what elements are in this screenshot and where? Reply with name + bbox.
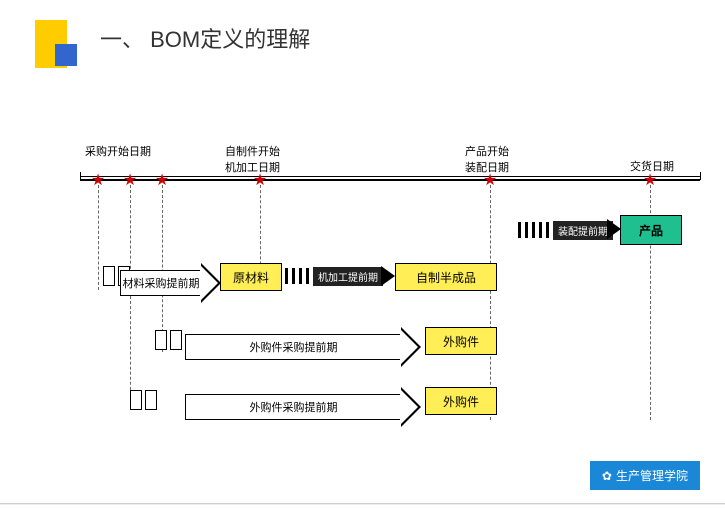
- tag-assembly-period: 装配提前期: [553, 221, 613, 240]
- box-product: 产品: [620, 215, 682, 245]
- arrow-head-selfsemi: [381, 266, 395, 286]
- footer-text: 生产管理学院: [616, 467, 688, 484]
- small-boxes: [155, 330, 182, 350]
- box-purchased-1: 外购件: [425, 327, 497, 355]
- dashed-vertical: [98, 185, 99, 290]
- timeline-axis: [80, 179, 700, 181]
- dashed-stripes: [518, 222, 550, 238]
- timeline-axis-thick: [80, 176, 700, 177]
- dashed-vertical: [490, 185, 491, 420]
- box-self-semi: 自制半成品: [395, 263, 497, 291]
- header-blue-block: [55, 44, 77, 66]
- tag-machining-period: 机加工提前期: [313, 267, 383, 286]
- page-title: 一、 BOM定义的理解: [100, 22, 310, 54]
- timeline-tick: [700, 172, 701, 180]
- footer-badge[interactable]: ✿ 生产管理学院: [590, 461, 700, 490]
- divider-shadow: [0, 503, 725, 505]
- arrow-head-product: [607, 219, 621, 239]
- arrow-material-purchase: 材料采购提前期: [120, 263, 221, 303]
- box-purchased-2: 外购件: [425, 387, 497, 415]
- dashed-stripes: [285, 268, 311, 284]
- box-raw-material: 原材料: [220, 263, 282, 291]
- gear-icon: ✿: [602, 469, 612, 483]
- arrow-purchased-period-1: 外购件采购提前期: [185, 327, 421, 367]
- label-purchase-start: 采购开始日期: [85, 143, 151, 159]
- arrow-purchased-period-2: 外购件采购提前期: [185, 387, 421, 427]
- small-boxes: [130, 390, 157, 410]
- timeline-tick: [80, 172, 81, 180]
